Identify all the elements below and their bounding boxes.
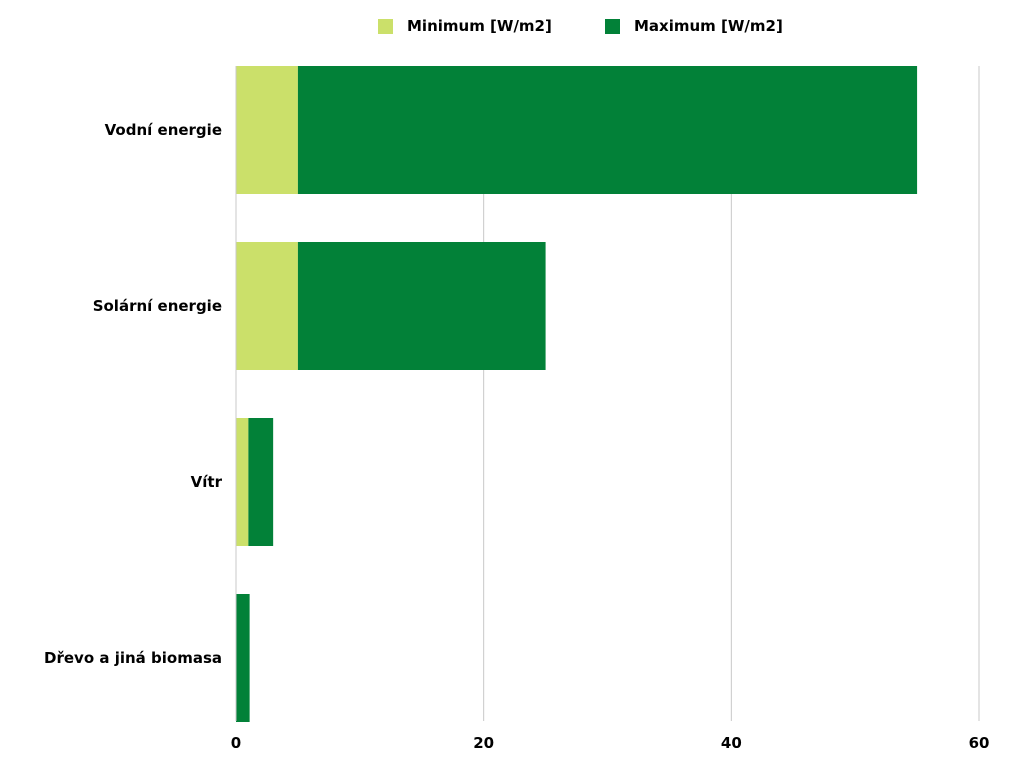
- bar-maximum-2: [248, 418, 274, 546]
- bar-minimum-1: [236, 242, 298, 370]
- legend-label-maximum: Maximum [W/m2]: [634, 17, 783, 35]
- bar-maximum-1: [297, 242, 546, 370]
- legend-swatch-minimum: [378, 18, 393, 34]
- legend-item-minimum: Minimum [W/m2]: [378, 17, 552, 35]
- bar-minimum-2: [236, 418, 249, 546]
- bar-maximum-3: [236, 594, 250, 722]
- x-tick-label-1: 20: [473, 734, 494, 752]
- legend-swatch-maximum: [605, 18, 620, 34]
- chart-legend: Minimum [W/m2] Maximum [W/m2]: [0, 17, 1024, 41]
- category-label-2: Vítr: [191, 473, 223, 491]
- legend-item-maximum: Maximum [W/m2]: [605, 17, 783, 35]
- bar-maximum-0: [297, 66, 918, 194]
- category-label-1: Solární energie: [93, 297, 222, 315]
- bar-minimum-0: [236, 66, 298, 194]
- x-tick-label-0: 0: [231, 734, 241, 752]
- category-label-3: Dřevo a jiná biomasa: [44, 649, 222, 667]
- x-tick-label-2: 40: [721, 734, 742, 752]
- legend-label-minimum: Minimum [W/m2]: [407, 17, 552, 35]
- category-label-0: Vodní energie: [105, 121, 222, 139]
- x-tick-label-3: 60: [969, 734, 990, 752]
